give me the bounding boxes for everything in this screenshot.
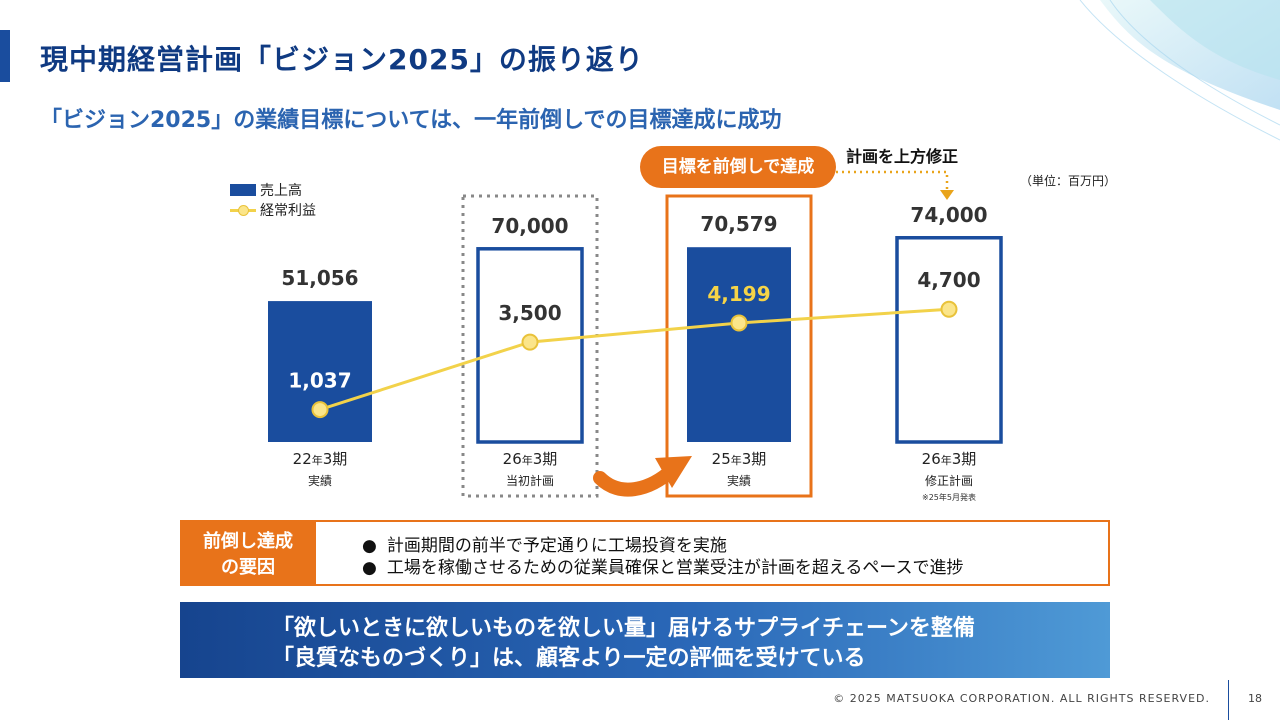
revision-dotted-connector	[836, 170, 949, 193]
sales-value-label: 74,000	[910, 203, 987, 227]
ahead-of-schedule-callout: 目標を前倒しで達成	[640, 146, 836, 188]
decorative-wave-graphic	[1079, 0, 1280, 141]
period-sublabel: 実績	[308, 473, 332, 488]
sales-value-label: 70,000	[491, 214, 568, 238]
legend-bar-swatch	[230, 184, 256, 196]
original-plan-dotted-frame	[461, 194, 599, 498]
profit-point	[940, 300, 958, 318]
chart-legend: 売上高 経常利益	[230, 180, 316, 220]
revision-arrowhead	[940, 190, 954, 200]
page-title: 現中期経営計画「ビジョン2025」の振り返り	[40, 43, 644, 76]
profit-value-label: 1,037	[288, 369, 351, 393]
factors-list: 計画期間の前半で予定通りに工場投資を実施 工場を稼働させるための従業員確保と営業…	[362, 535, 964, 579]
unit-label: （単位：百万円）	[1020, 174, 1117, 188]
sales-bar	[895, 236, 1003, 444]
profit-value-label: 4,199	[707, 282, 770, 306]
page-subtitle: 「ビジョン2025」の業績目標については、一年前倒しでの目標達成に成功	[40, 108, 782, 133]
page-number: 18	[1248, 692, 1262, 705]
factor-item: 計画期間の前半で予定通りに工場投資を実施	[362, 535, 963, 557]
period-label: 22年3期	[293, 450, 348, 468]
legend-item-profit: 経常利益	[230, 200, 316, 220]
footer-divider	[1228, 680, 1229, 720]
copyright-footer: © 2025 MATSUOKA CORPORATION. ALL RIGHTS …	[833, 692, 1210, 705]
sales-bar	[687, 247, 791, 442]
release-note: ※25年5月発表	[922, 492, 976, 502]
legend-label-profit: 経常利益	[260, 203, 316, 219]
upward-revision-note: 計画を上方修正	[846, 147, 959, 166]
factors-tag: 前倒し達成 の要因	[180, 520, 316, 586]
factors-tag-line1: 前倒し達成	[203, 531, 293, 552]
period-sublabel: 当初計画	[506, 473, 554, 488]
period-sublabel: 実績	[727, 473, 751, 488]
factor-item: 工場を稼働させるための従業員確保と営業受注が計画を超えるペースで進捗	[362, 557, 964, 579]
profit-point	[311, 401, 329, 419]
achieved-orange-frame	[665, 194, 813, 498]
sales-bar	[268, 301, 372, 442]
period-label: 26年3期	[922, 450, 977, 468]
achievement-curved-arrow	[593, 463, 679, 497]
period-sublabel: 修正計画	[925, 473, 973, 488]
achievement-arrowhead	[655, 456, 692, 488]
legend-item-sales: 売上高	[230, 180, 316, 200]
supply-chain-banner: 「欲しいときに欲しいものを欲しい量」届けるサプライチェーンを整備 「良質なものづ…	[180, 602, 1110, 678]
profit-value-label: 3,500	[498, 301, 561, 325]
banner-line-2: 「良質なものづくり」は、顧客より一定の評価を受けている	[272, 646, 866, 671]
banner-line-1: 「欲しいときに欲しいものを欲しい量」届けるサプライチェーンを整備	[272, 616, 975, 641]
sales-value-label: 51,056	[281, 266, 358, 290]
legend-label-sales: 売上高	[260, 183, 302, 199]
factors-tag-line2: の要因	[221, 557, 275, 578]
sales-value-label: 70,579	[700, 212, 777, 236]
profit-value-label: 4,700	[917, 268, 980, 292]
profit-point	[730, 314, 748, 332]
period-label: 26年3期	[503, 450, 558, 468]
title-accent-bar	[0, 30, 10, 82]
period-label: 25年3期	[712, 450, 767, 468]
profit-line	[319, 307, 950, 412]
profit-point	[521, 333, 539, 351]
legend-line-swatch	[230, 204, 256, 216]
